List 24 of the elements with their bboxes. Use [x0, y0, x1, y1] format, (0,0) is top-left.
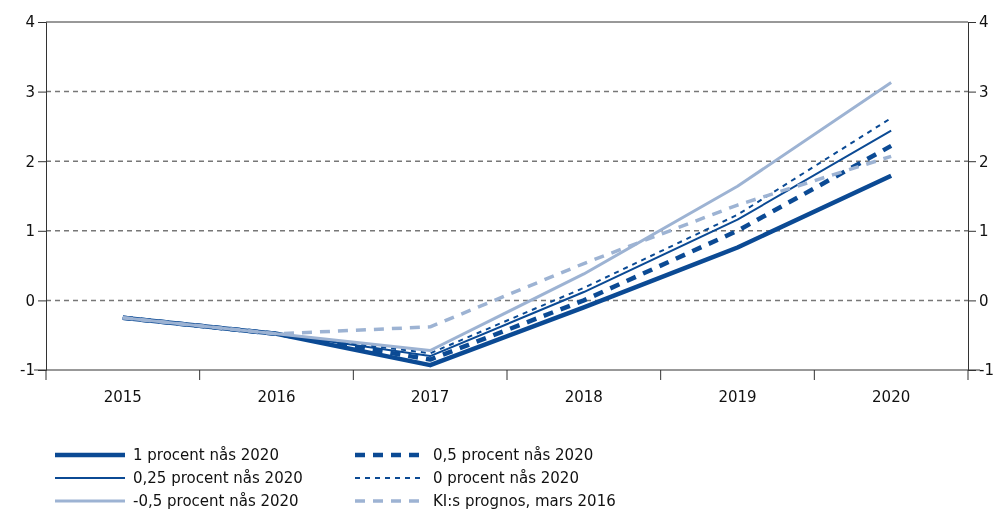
- legend-label: -0,5 procent nås 2020: [133, 492, 299, 510]
- y-tick-label: -1: [20, 361, 35, 380]
- y2-tick-label: 2: [979, 152, 989, 171]
- y-tick-label: 4: [25, 13, 35, 32]
- legend-label: 0,5 procent nås 2020: [433, 446, 594, 464]
- y-tick-label: 1: [25, 222, 35, 241]
- legend-label: KI:s prognos, mars 2016: [433, 492, 616, 510]
- x-tick-label: 2020: [872, 388, 911, 406]
- y-tick-label: 2: [25, 152, 35, 171]
- y2-tick-label: 4: [979, 13, 989, 32]
- y-tick-label: 0: [25, 291, 35, 310]
- x-tick-label: 2016: [257, 388, 296, 406]
- x-tick-label: 2019: [718, 388, 757, 406]
- legend-label: 0,25 procent nås 2020: [133, 469, 303, 487]
- x-tick-label: 2018: [564, 388, 603, 406]
- legend-label: 1 procent nås 2020: [133, 446, 279, 464]
- y2-tick-label: 1: [979, 222, 989, 241]
- legend-label: 0 procent nås 2020: [433, 469, 579, 487]
- x-tick-label: 2015: [103, 388, 142, 406]
- x-tick-label: 2017: [411, 388, 450, 406]
- y2-tick-label: -1: [979, 361, 994, 380]
- y2-tick-label: 3: [979, 82, 989, 101]
- y2-tick-label: 0: [979, 291, 989, 310]
- y-tick-label: 3: [25, 82, 35, 101]
